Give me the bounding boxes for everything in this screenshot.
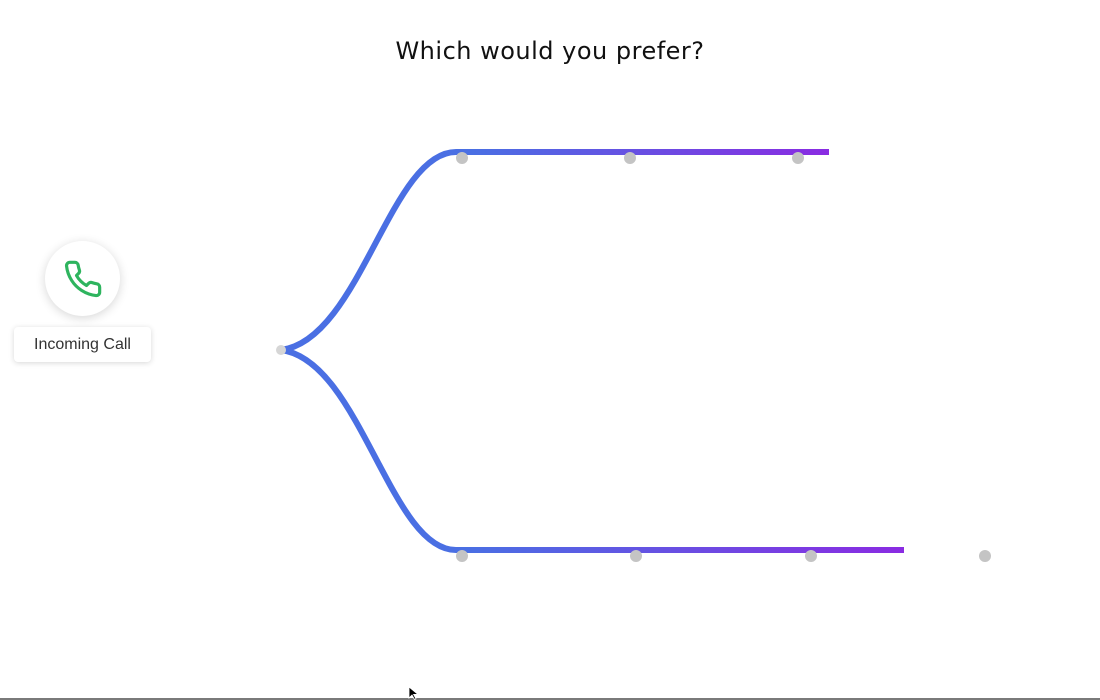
step-node-lower-3[interactable]	[805, 550, 817, 562]
step-node-lower-4[interactable]	[979, 550, 991, 562]
incoming-call-button[interactable]	[45, 241, 120, 316]
step-node-lower-1[interactable]	[456, 550, 468, 562]
branch-lower-line	[280, 347, 904, 553]
page-title: Which would you prefer?	[395, 37, 705, 65]
incoming-call-label: Incoming Call	[14, 327, 151, 362]
step-node-upper-2[interactable]	[624, 152, 636, 164]
step-node-lower-2[interactable]	[630, 550, 642, 562]
step-node-upper-3[interactable]	[792, 152, 804, 164]
origin-node[interactable]	[276, 345, 286, 355]
branch-upper-line	[280, 149, 829, 353]
phone-icon	[64, 260, 101, 297]
step-node-upper-1[interactable]	[456, 152, 468, 164]
incoming-call-widget[interactable]: Incoming Call	[14, 241, 152, 363]
mouse-cursor-icon	[408, 686, 420, 700]
